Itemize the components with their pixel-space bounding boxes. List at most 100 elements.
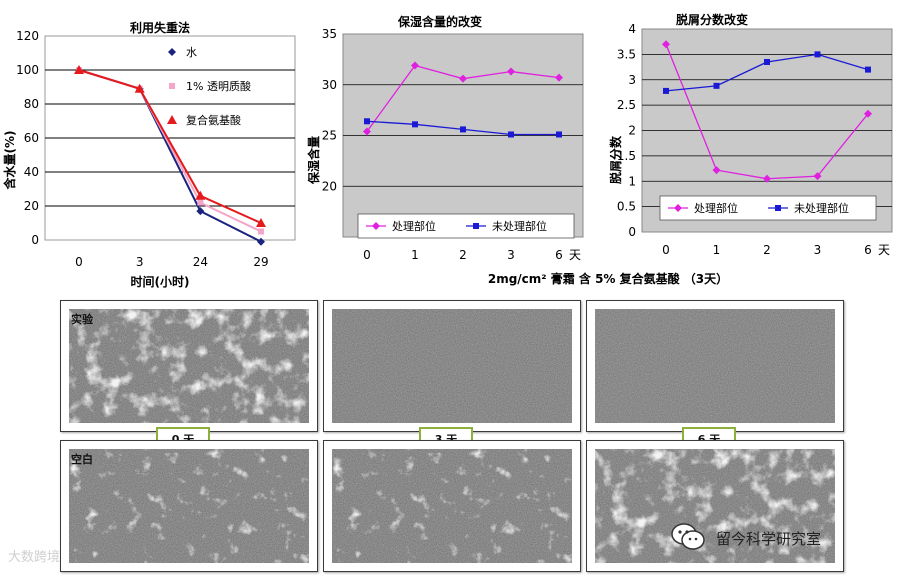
legend-marker: [169, 83, 175, 89]
chart3-series: [662, 40, 872, 183]
y-tick-label: 60: [24, 131, 39, 145]
data-point: [764, 58, 770, 65]
photo-blank-day6: [586, 440, 844, 572]
y-tick-label: 80: [24, 97, 39, 111]
chart2-title: 保湿含量的改变: [397, 14, 482, 29]
data-point: [258, 228, 264, 235]
chart3-ylabel: 脱屑分数: [608, 135, 623, 184]
data-point: [412, 121, 418, 128]
data-point: [411, 61, 419, 70]
legend-label: 水: [186, 46, 197, 59]
chart1-title: 利用失重法: [130, 20, 190, 35]
legend-marker: [473, 223, 479, 229]
data-point: [507, 67, 515, 76]
data-point: [864, 109, 872, 118]
data-point: [195, 190, 206, 200]
legend-label: 1% 透明质酸: [186, 79, 251, 93]
photo-blank-day3: [323, 440, 581, 572]
watermark-right: 留今科学研究室: [716, 530, 822, 548]
x-tick-label: 0: [75, 255, 83, 269]
x-tick-label: 1: [411, 248, 419, 262]
y-tick-label: 1: [628, 174, 636, 188]
data-point: [813, 172, 822, 181]
chart1-x-ticks: 0 3 24 29: [75, 255, 268, 269]
chart3-y-ticks: 0 0.5 1 1.5 2 2.5 3 3.5 4: [617, 22, 636, 239]
chart2-ylabel: 保湿含量: [306, 136, 321, 185]
legend-marker: [167, 115, 177, 124]
legend-label: 处理部位: [392, 219, 436, 233]
row-label-experiment: 实验: [71, 313, 93, 326]
data-point: [555, 73, 563, 82]
legend-marker: [168, 48, 176, 56]
x-tick-label: 0: [363, 248, 371, 262]
x-tick-label: 3: [814, 243, 822, 257]
data-point: [713, 82, 720, 89]
chart-weight-loss: 利用失重法 0 20 40 60 80 100 120 0 3 24 29 含水量(%) 时间(小…: [2, 20, 296, 289]
x-tick-label: 3: [136, 255, 144, 269]
series-line: [78, 69, 262, 224]
x-unit-label: 天: [878, 243, 890, 257]
y-tick-label: 100: [16, 63, 39, 77]
x-tick-label: 6: [864, 243, 872, 257]
data-point: [196, 207, 205, 216]
data-point: [459, 74, 467, 83]
data-point: [197, 199, 204, 206]
chart2-legend: 处理部位 未处理部位: [357, 213, 575, 239]
data-point: [364, 118, 370, 125]
y-tick-label: 3: [628, 73, 636, 87]
legend-label: 未处理部位: [492, 219, 547, 233]
data-point: [663, 87, 669, 94]
y-tick-label: 1.5: [617, 149, 636, 163]
data-point: [363, 127, 371, 136]
y-tick-label: 0: [31, 233, 39, 247]
data-point: [814, 51, 821, 58]
photo-experiment-day0: 实验: [60, 300, 318, 432]
y-tick-label: 0.5: [617, 200, 636, 214]
x-tick-label: 2: [459, 248, 467, 262]
data-point: [257, 237, 265, 246]
y-tick-label: 3.5: [617, 47, 636, 61]
photo-blank-day0: 空白: [60, 440, 318, 572]
row-label-blank: 空白: [71, 453, 93, 466]
watermark-left: 大数跨境: [8, 550, 61, 565]
figure-caption: 2mg/cm² 膏霜 含 5% 复合氨基酸 （3天）: [488, 271, 728, 286]
y-tick-label: 35: [322, 27, 337, 41]
wechat-icon: [671, 523, 705, 550]
chart1-y-ticks: 0 20 40 60 80 100 120: [16, 29, 39, 247]
data-point: [256, 218, 266, 227]
data-point: [556, 131, 562, 138]
y-tick-label: 20: [24, 199, 39, 213]
chart2-series: [363, 61, 563, 138]
legend-label: 复合氨基酸: [186, 113, 241, 127]
y-tick-label: 2.5: [617, 98, 636, 112]
y-tick-label: 25: [322, 129, 337, 143]
data-point: [763, 174, 771, 183]
legend-marker: [775, 205, 781, 211]
chart3-legend: 处理部位 未处理部位: [659, 195, 877, 221]
data-point: [662, 40, 670, 49]
x-tick-label: 3: [507, 248, 515, 262]
chart2-gridlines: [343, 84, 583, 187]
x-tick-label: 24: [193, 255, 208, 269]
chart1-series: [74, 65, 266, 246]
chart3-title: 脱屑分数改变: [676, 12, 748, 27]
data-point: [134, 83, 145, 93]
photo-experiment-day3: [323, 300, 581, 432]
y-tick-label: 20: [322, 179, 337, 193]
x-tick-label: 0: [662, 243, 670, 257]
y-tick-label: 40: [24, 165, 39, 179]
data-point: [712, 166, 721, 175]
x-tick-label: 2: [763, 243, 771, 257]
x-tick-label: 6: [555, 248, 563, 262]
x-tick-label: 29: [253, 255, 268, 269]
photo-experiment-day6: [586, 300, 844, 432]
x-tick-label: 1: [713, 243, 721, 257]
data-point: [460, 126, 466, 133]
y-tick-label: 4: [628, 22, 636, 36]
